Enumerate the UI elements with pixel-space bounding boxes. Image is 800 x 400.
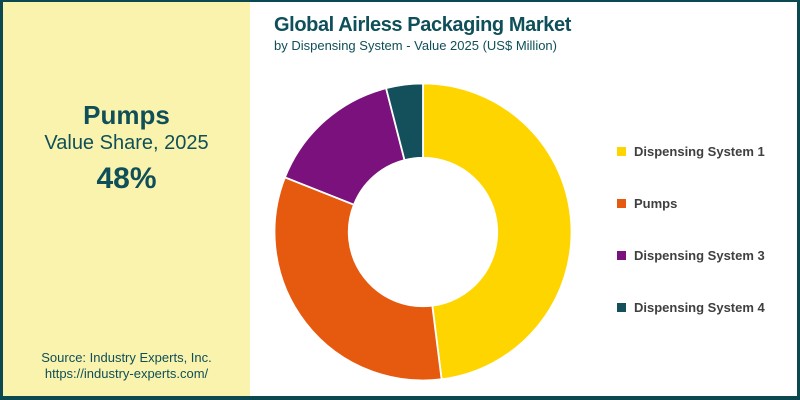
- donut-chart: [273, 82, 573, 382]
- highlight-value: 48%: [96, 162, 157, 195]
- source-url: https://industry-experts.com/: [44, 365, 209, 381]
- donut-slice-1: [422, 82, 573, 381]
- highlight-panel: Pumps Value Share, 2025 48% Source: Indu…: [3, 2, 250, 396]
- chart-header: Global Airless Packaging Market by Dispe…: [274, 14, 571, 53]
- legend-swatch-icon: [617, 199, 626, 208]
- highlight-block: Pumps Value Share, 2025 48%: [44, 102, 208, 194]
- legend-label: Dispensing System 1: [634, 144, 765, 159]
- source-note: Source: Industry Experts, Inc. https://i…: [41, 350, 212, 383]
- legend-item-pumps: Pumps: [617, 196, 765, 211]
- legend-label: Dispensing System 3: [634, 248, 765, 263]
- highlight-caption: Value Share, 2025: [44, 132, 209, 154]
- chart-subtitle: by Dispensing System - Value 2025 (US$ M…: [274, 38, 557, 53]
- chart-title: Global Airless Packaging Market: [274, 14, 571, 36]
- chart-legend: Dispensing System 1 Pumps Dispensing Sys…: [617, 144, 765, 315]
- legend-swatch-icon: [617, 251, 626, 260]
- legend-item-dispensing-system-3: Dispensing System 3: [617, 248, 765, 263]
- legend-label: Dispensing System 4: [634, 300, 765, 315]
- donut-slice-2: [273, 176, 443, 382]
- legend-label: Pumps: [634, 196, 678, 211]
- donut-slice-4: [384, 82, 424, 162]
- chart-area: Global Airless Packaging Market by Dispe…: [250, 2, 797, 396]
- source-line: Source: Industry Experts, Inc.: [41, 349, 212, 365]
- legend-item-dispensing-system-4: Dispensing System 4: [617, 300, 765, 315]
- highlight-segment-name: Pumps: [83, 100, 170, 130]
- legend-swatch-icon: [617, 147, 626, 156]
- legend-item-dispensing-system-1: Dispensing System 1: [617, 144, 765, 159]
- legend-swatch-icon: [617, 303, 626, 312]
